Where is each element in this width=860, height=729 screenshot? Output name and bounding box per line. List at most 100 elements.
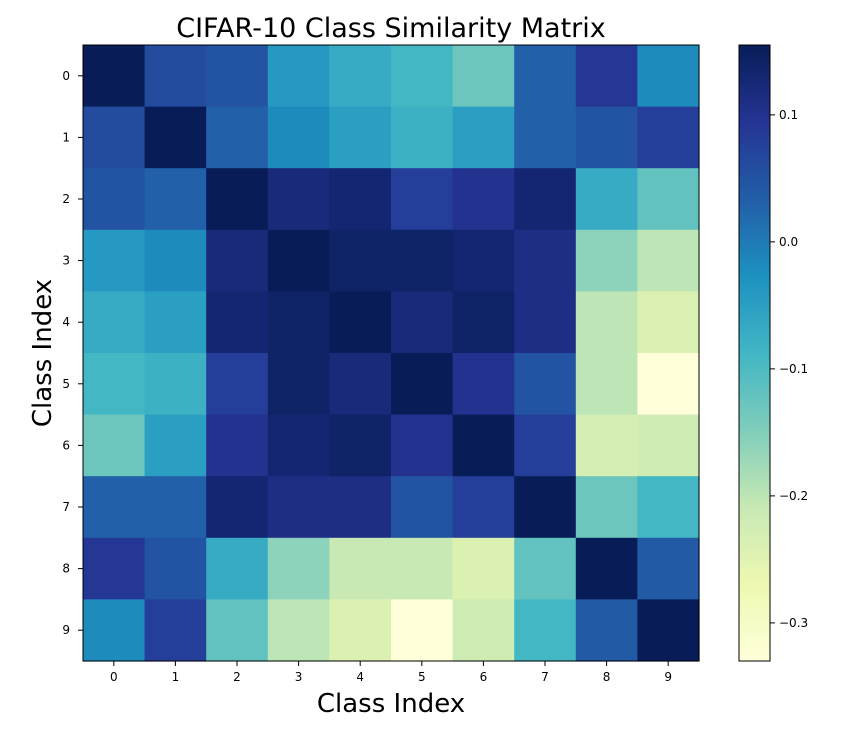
x-tick-label-2: 2 xyxy=(233,670,241,684)
colorbar-tick-label-0: 0.1 xyxy=(779,108,798,122)
heatmap-cell-3-9 xyxy=(637,229,700,292)
heatmap-cell-9-5 xyxy=(391,599,454,662)
heatmap-cell-2-8 xyxy=(575,168,638,231)
x-tick-label-5: 5 xyxy=(418,670,426,684)
y-tick-label-9: 9 xyxy=(62,623,70,637)
heatmap-cell-7-9 xyxy=(637,476,700,539)
heatmap-cell-6-8 xyxy=(575,414,638,477)
y-tick-label-1: 1 xyxy=(62,130,70,144)
heatmap-cell-0-7 xyxy=(514,45,577,108)
x-tick-label-8: 8 xyxy=(603,670,611,684)
heatmap-cell-0-8 xyxy=(575,45,638,108)
heatmap-cell-1-1 xyxy=(144,106,207,169)
x-axis-ticks: 0 1 2 3 4 5 6 7 8 9 xyxy=(110,661,672,684)
colorbar-tick-label-3: −0.2 xyxy=(779,489,808,503)
heatmap-cell-2-9 xyxy=(637,168,700,231)
y-tick-label-0: 0 xyxy=(62,69,70,83)
chart-title: CIFAR-10 Class Similarity Matrix xyxy=(176,13,606,44)
heatmap-cell-1-4 xyxy=(329,106,392,169)
heatmap-cell-2-5 xyxy=(391,168,454,231)
heatmap-cell-2-4 xyxy=(329,168,392,231)
heatmap-cell-5-8 xyxy=(575,353,638,416)
x-tick-label-3: 3 xyxy=(295,670,303,684)
heatmap-cells xyxy=(83,45,700,662)
heatmap-cell-8-5 xyxy=(391,537,454,600)
heatmap-cell-7-7 xyxy=(514,476,577,539)
heatmap-cell-3-4 xyxy=(329,229,392,292)
heatmap-cell-0-5 xyxy=(391,45,454,108)
heatmap-cell-8-9 xyxy=(637,537,700,600)
heatmap-cell-4-6 xyxy=(452,291,515,354)
heatmap-cell-8-4 xyxy=(329,537,392,600)
heatmap-cell-0-6 xyxy=(452,45,515,108)
heatmap-cell-0-2 xyxy=(206,45,269,108)
heatmap-cell-0-9 xyxy=(637,45,700,108)
heatmap-cell-8-3 xyxy=(267,537,330,600)
heatmap-cell-9-3 xyxy=(267,599,330,662)
heatmap-cell-4-9 xyxy=(637,291,700,354)
heatmap-cell-2-6 xyxy=(452,168,515,231)
heatmap-cell-5-6 xyxy=(452,353,515,416)
heatmap-cell-7-5 xyxy=(391,476,454,539)
heatmap-cell-5-3 xyxy=(267,353,330,416)
heatmap-cell-8-8 xyxy=(575,537,638,600)
heatmap-cell-1-9 xyxy=(637,106,700,169)
heatmap-cell-8-7 xyxy=(514,537,577,600)
heatmap-cell-4-8 xyxy=(575,291,638,354)
heatmap-cell-6-9 xyxy=(637,414,700,477)
heatmap-cell-9-1 xyxy=(144,599,207,662)
heatmap-cell-1-5 xyxy=(391,106,454,169)
heatmap-cell-3-1 xyxy=(144,229,207,292)
x-tick-label-9: 9 xyxy=(664,670,672,684)
colorbar-tick-label-2: −0.1 xyxy=(779,362,808,376)
heatmap-cell-3-8 xyxy=(575,229,638,292)
heatmap-cell-4-1 xyxy=(144,291,207,354)
heatmap-cell-9-8 xyxy=(575,599,638,662)
x-tick-label-6: 6 xyxy=(480,670,488,684)
heatmap-cell-3-3 xyxy=(267,229,330,292)
colorbar xyxy=(738,44,771,662)
heatmap-cell-6-0 xyxy=(83,414,146,477)
x-axis-label: Class Index xyxy=(317,689,465,719)
heatmap-cell-0-4 xyxy=(329,45,392,108)
heatmap-cell-1-7 xyxy=(514,106,577,169)
heatmap-cell-5-9 xyxy=(637,353,700,416)
heatmap-cell-2-2 xyxy=(206,168,269,231)
heatmap-cell-3-0 xyxy=(83,229,146,292)
heatmap-cell-3-7 xyxy=(514,229,577,292)
heatmap-cell-0-1 xyxy=(144,45,207,108)
heatmap-cell-5-4 xyxy=(329,353,392,416)
heatmap-cell-3-2 xyxy=(206,229,269,292)
y-tick-label-2: 2 xyxy=(62,192,70,206)
x-tick-label-7: 7 xyxy=(541,670,549,684)
colorbar-ticks: 0.1 0.0 −0.1 −0.2 −0.3 xyxy=(770,108,808,630)
heatmap-cell-5-1 xyxy=(144,353,207,416)
y-tick-label-4: 4 xyxy=(62,315,70,329)
heatmap-cell-6-7 xyxy=(514,414,577,477)
heatmap-cell-6-3 xyxy=(267,414,330,477)
heatmap-cell-9-9 xyxy=(637,599,700,662)
plot-frame xyxy=(82,44,700,662)
heatmap-cell-7-8 xyxy=(575,476,638,539)
heatmap-cell-6-2 xyxy=(206,414,269,477)
heatmap-cell-7-4 xyxy=(329,476,392,539)
heatmap-cell-4-2 xyxy=(206,291,269,354)
heatmap-cell-6-1 xyxy=(144,414,207,477)
heatmap-cell-1-6 xyxy=(452,106,515,169)
heatmap-cell-0-3 xyxy=(267,45,330,108)
y-tick-label-6: 6 xyxy=(62,438,70,452)
y-tick-label-8: 8 xyxy=(62,562,70,576)
heatmap-cell-9-2 xyxy=(206,599,269,662)
heatmap-cell-8-6 xyxy=(452,537,515,600)
heatmap-cell-4-3 xyxy=(267,291,330,354)
heatmap-cell-4-7 xyxy=(514,291,577,354)
heatmap-cell-9-7 xyxy=(514,599,577,662)
heatmap-cell-4-4 xyxy=(329,291,392,354)
heatmap-cell-5-5 xyxy=(391,353,454,416)
heatmap-cell-9-6 xyxy=(452,599,515,662)
heatmap-cell-1-0 xyxy=(83,106,146,169)
y-axis-label: Class Index xyxy=(28,279,58,427)
heatmap-cell-7-1 xyxy=(144,476,207,539)
heatmap-cell-8-1 xyxy=(144,537,207,600)
